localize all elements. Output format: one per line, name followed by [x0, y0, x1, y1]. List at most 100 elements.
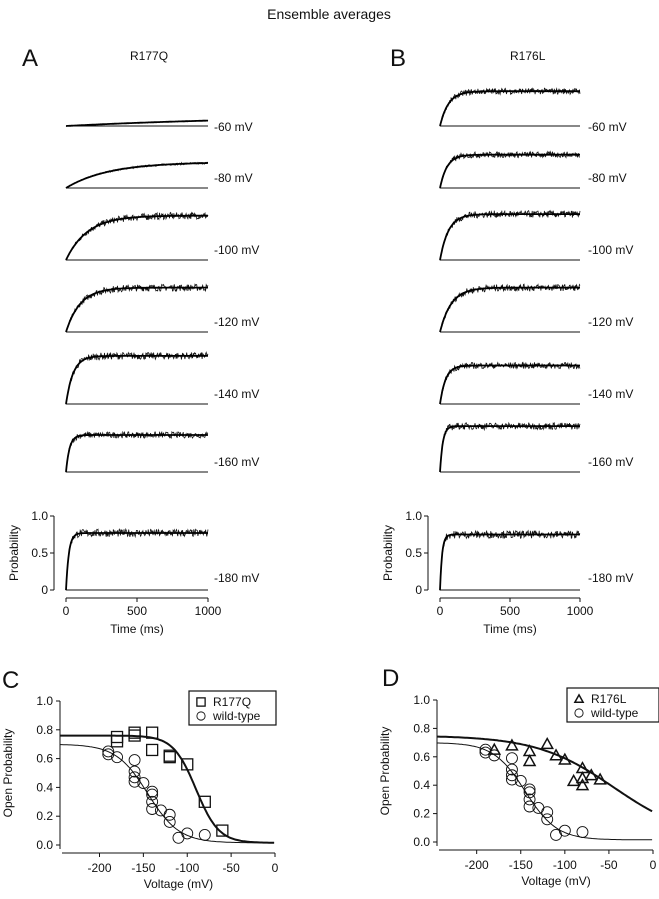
circle-marker — [146, 795, 159, 808]
trace-row: -160 mV — [65, 430, 259, 473]
trace-row: -60 mV — [65, 119, 253, 134]
legend-label: R177Q — [213, 695, 251, 709]
circle-marker — [172, 831, 185, 844]
y-tick-label: 0.0 — [413, 835, 430, 849]
x-tick-label: -150 — [509, 858, 533, 872]
fit-curve — [65, 355, 208, 405]
y-tick-label: 0.4 — [36, 780, 53, 794]
square-marker — [145, 743, 159, 757]
y-tick-label: 1.0 — [405, 509, 422, 523]
x-tick-label: 0 — [437, 604, 444, 618]
circle-marker — [111, 751, 123, 764]
fit-curve — [437, 742, 653, 841]
trace-row: -120 mV — [439, 283, 633, 333]
fit-curve — [439, 425, 580, 473]
fit-curve — [437, 735, 653, 813]
y-tick-label: 0.5 — [31, 546, 48, 560]
triangle-marker — [487, 742, 502, 755]
triangle-marker — [566, 773, 581, 787]
x-tick-label: 0 — [650, 858, 657, 872]
circle-marker — [558, 824, 571, 837]
voltage-label: -140 mV — [588, 387, 633, 401]
voltage-label: -100 mV — [214, 243, 259, 257]
voltage-label: -60 mV — [588, 120, 627, 134]
x-tick-label: 500 — [500, 604, 520, 618]
circle-marker — [137, 777, 150, 790]
triangle-marker — [505, 738, 519, 751]
data-trace — [439, 150, 581, 189]
fit-curve — [439, 213, 580, 261]
panel-c-letter: C — [2, 667, 19, 694]
x-axis-label: Time (ms) — [110, 622, 164, 636]
y-tick-label: 1.0 — [413, 693, 430, 707]
square-marker — [128, 729, 141, 742]
square-marker — [216, 824, 229, 837]
panel-a: -60 mV -80 mV -100 mV -120 mV -140 mV -160 mV… — [7, 119, 259, 636]
circle-marker — [523, 793, 536, 806]
circle-marker — [574, 708, 584, 718]
y-tick-label: 0 — [415, 583, 422, 597]
triangle-marker — [575, 778, 590, 791]
trace-row: -140 mV — [65, 351, 259, 405]
circle-marker — [128, 754, 141, 766]
y-axis-label: Open Probability — [1, 729, 15, 818]
trace-row: -180 mV — [439, 529, 633, 591]
circle-marker — [505, 763, 518, 776]
trace-row: -80 mV — [439, 150, 627, 189]
circle-marker — [505, 773, 518, 786]
fit-curve — [439, 90, 580, 127]
circle-marker — [128, 775, 141, 788]
voltage-label: -80 mV — [214, 171, 253, 185]
circle-marker — [523, 786, 536, 799]
square-marker — [196, 697, 206, 707]
triangle-marker — [558, 752, 572, 765]
data-trace — [439, 361, 581, 404]
trace-row: -60 mV — [439, 87, 627, 134]
circle-marker — [479, 746, 492, 759]
circle-marker — [514, 774, 527, 787]
triangle-marker — [593, 772, 607, 785]
panel-c: 0.0 0.2 0.4 0.6 0.8 1.0 Open Probability -200 -1… — [1, 690, 279, 891]
circle-marker — [488, 749, 501, 762]
y-tick-label: 0.6 — [36, 752, 53, 766]
voltage-label: -180 mV — [214, 571, 259, 585]
x-tick-label: -150 — [131, 861, 155, 875]
x-tick-label: 1000 — [567, 604, 594, 618]
x-tick-label: 500 — [127, 604, 147, 618]
voltage-label: -160 mV — [588, 455, 633, 469]
square-marker — [198, 795, 211, 808]
y-tick-label: 0.2 — [413, 807, 430, 821]
fit-curve — [439, 533, 580, 591]
fit-curve — [60, 744, 275, 844]
circle-marker — [505, 752, 518, 765]
x-tick-label: 0 — [272, 861, 279, 875]
x-tick-label: -200 — [87, 861, 111, 875]
y-axis-label: Probability — [7, 525, 21, 581]
trace-row: -120 mV — [65, 283, 259, 333]
panel-b-letter: B — [390, 45, 406, 72]
circle-marker — [102, 748, 115, 761]
panel-d-letter: D — [382, 665, 399, 692]
figure-title: Ensemble averages — [267, 6, 391, 22]
y-tick-label: 0.8 — [413, 721, 430, 735]
circle-marker — [128, 765, 141, 778]
circle-marker — [163, 808, 176, 821]
voltage-label: -160 mV — [214, 455, 259, 469]
triangle-marker — [522, 754, 537, 767]
voltage-label: -120 mV — [588, 315, 633, 329]
trace-row: -100 mV — [65, 211, 259, 261]
fit-curve — [65, 434, 208, 473]
y-axis-label: Open Probability — [378, 727, 392, 816]
fit-curve — [66, 119, 208, 127]
y-tick-label: 0.2 — [36, 809, 53, 823]
fit-curve — [65, 162, 208, 189]
square-marker — [145, 726, 159, 739]
bottom-axes: 0 0.5 1.0 Probability 0 500 1000 Time (ms) — [7, 509, 222, 636]
trace-row: -160 mV — [439, 421, 633, 473]
data-trace — [65, 527, 209, 591]
legend-box — [566, 687, 659, 723]
circle-marker — [576, 826, 589, 839]
